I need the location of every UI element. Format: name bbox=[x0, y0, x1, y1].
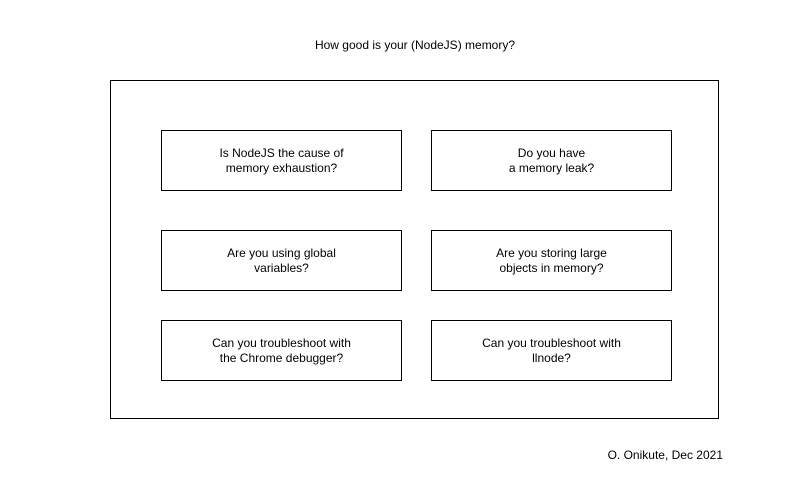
question-box-global-variables: Are you using global variables? bbox=[161, 230, 402, 291]
question-text: Do you have a memory leak? bbox=[508, 145, 595, 175]
question-text: Can you troubleshoot with llnode? bbox=[482, 335, 621, 365]
question-text: Are you storing large objects in memory? bbox=[496, 245, 607, 275]
question-box-nodejs-cause: Is NodeJS the cause of memory exhaustion… bbox=[161, 130, 402, 191]
question-text: Can you troubleshoot with the Chrome deb… bbox=[212, 335, 351, 365]
diagram-title: How good is your (NodeJS) memory? bbox=[314, 38, 516, 52]
question-box-chrome-debugger: Can you troubleshoot with the Chrome deb… bbox=[161, 320, 402, 381]
diagram-frame bbox=[110, 80, 719, 419]
author-credit: O. Onikute, Dec 2021 bbox=[607, 448, 723, 462]
question-box-llnode: Can you troubleshoot with llnode? bbox=[431, 320, 672, 381]
question-box-memory-leak: Do you have a memory leak? bbox=[431, 130, 672, 191]
question-text: Are you using global variables? bbox=[227, 245, 336, 275]
question-box-large-objects: Are you storing large objects in memory? bbox=[431, 230, 672, 291]
question-text: Is NodeJS the cause of memory exhaustion… bbox=[219, 145, 344, 175]
